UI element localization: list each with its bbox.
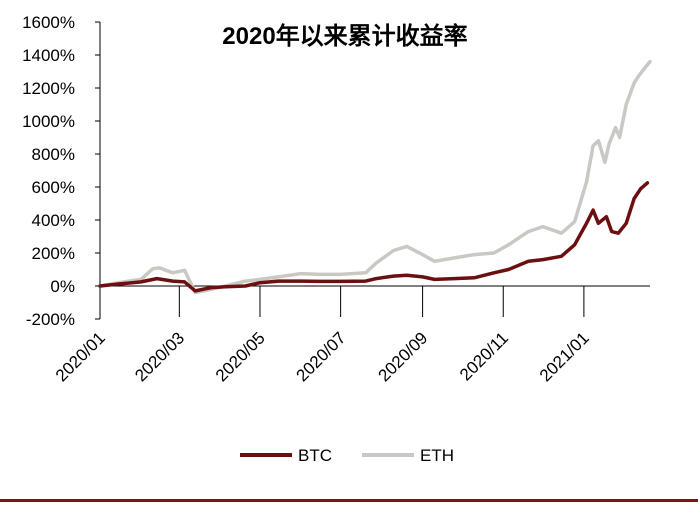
series-line-btc (98, 181, 650, 293)
chart-title: 2020年以来累计收益率 (222, 22, 467, 50)
legend: BTC ETH (240, 446, 454, 465)
y-tick-label: 800% (32, 145, 75, 164)
x-tick-label: 2020/07 (293, 328, 350, 385)
y-tick-label: 1000% (22, 112, 75, 131)
x-tick-label: 2020/01 (52, 328, 109, 385)
x-tick-label: 2020/05 (212, 328, 269, 385)
series-layer (98, 59, 652, 295)
y-tick-label: 200% (32, 244, 75, 263)
x-tick-label: 2021/01 (536, 328, 593, 385)
y-tick-label: -200% (26, 310, 75, 329)
series-line-eth (98, 59, 652, 295)
y-axis: -200% 0% 200% 400% 600% 800% 1000% 1200% 1400% 16… (22, 13, 101, 329)
x-tick-label: 2020/09 (375, 328, 432, 385)
x-axis: 2020/01 2020/03 2020/05 2020/07 2020/09 2020/… (52, 285, 650, 385)
y-tick-label: 1200% (22, 79, 75, 98)
y-tick-label: 400% (32, 211, 75, 230)
y-tick-label: 1600% (22, 13, 75, 32)
y-tick-label: 1400% (22, 46, 75, 65)
y-tick-label: 0% (50, 277, 75, 296)
footer-rule (0, 499, 698, 502)
legend-label-eth: ETH (420, 446, 454, 465)
x-tick-label: 2020/11 (456, 328, 512, 384)
y-tick-label: 600% (32, 178, 75, 197)
legend-label-btc: BTC (298, 446, 332, 465)
x-tick-label: 2020/03 (131, 328, 188, 385)
